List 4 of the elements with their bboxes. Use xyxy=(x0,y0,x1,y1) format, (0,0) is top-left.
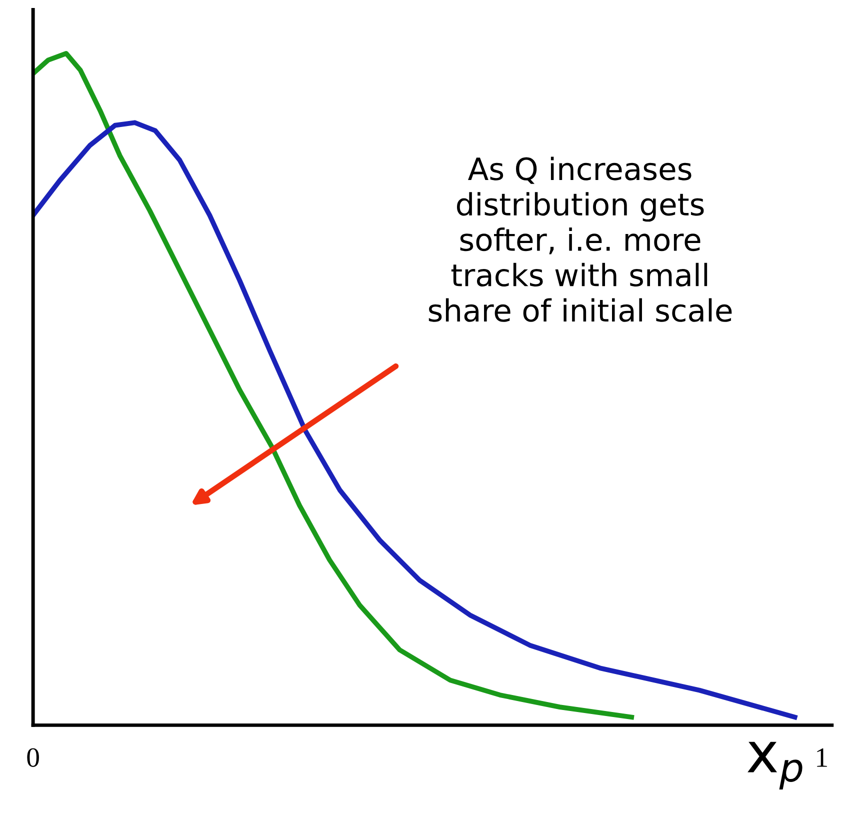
annotation: As Q increases distribution gets softer, i.e. more tracks with small share of initial scale xyxy=(428,156,732,322)
x-tick-label: 1 xyxy=(817,748,827,767)
x-axis-title: x$_{p}$ xyxy=(748,742,802,790)
x-tick-label: 0 xyxy=(27,748,39,767)
